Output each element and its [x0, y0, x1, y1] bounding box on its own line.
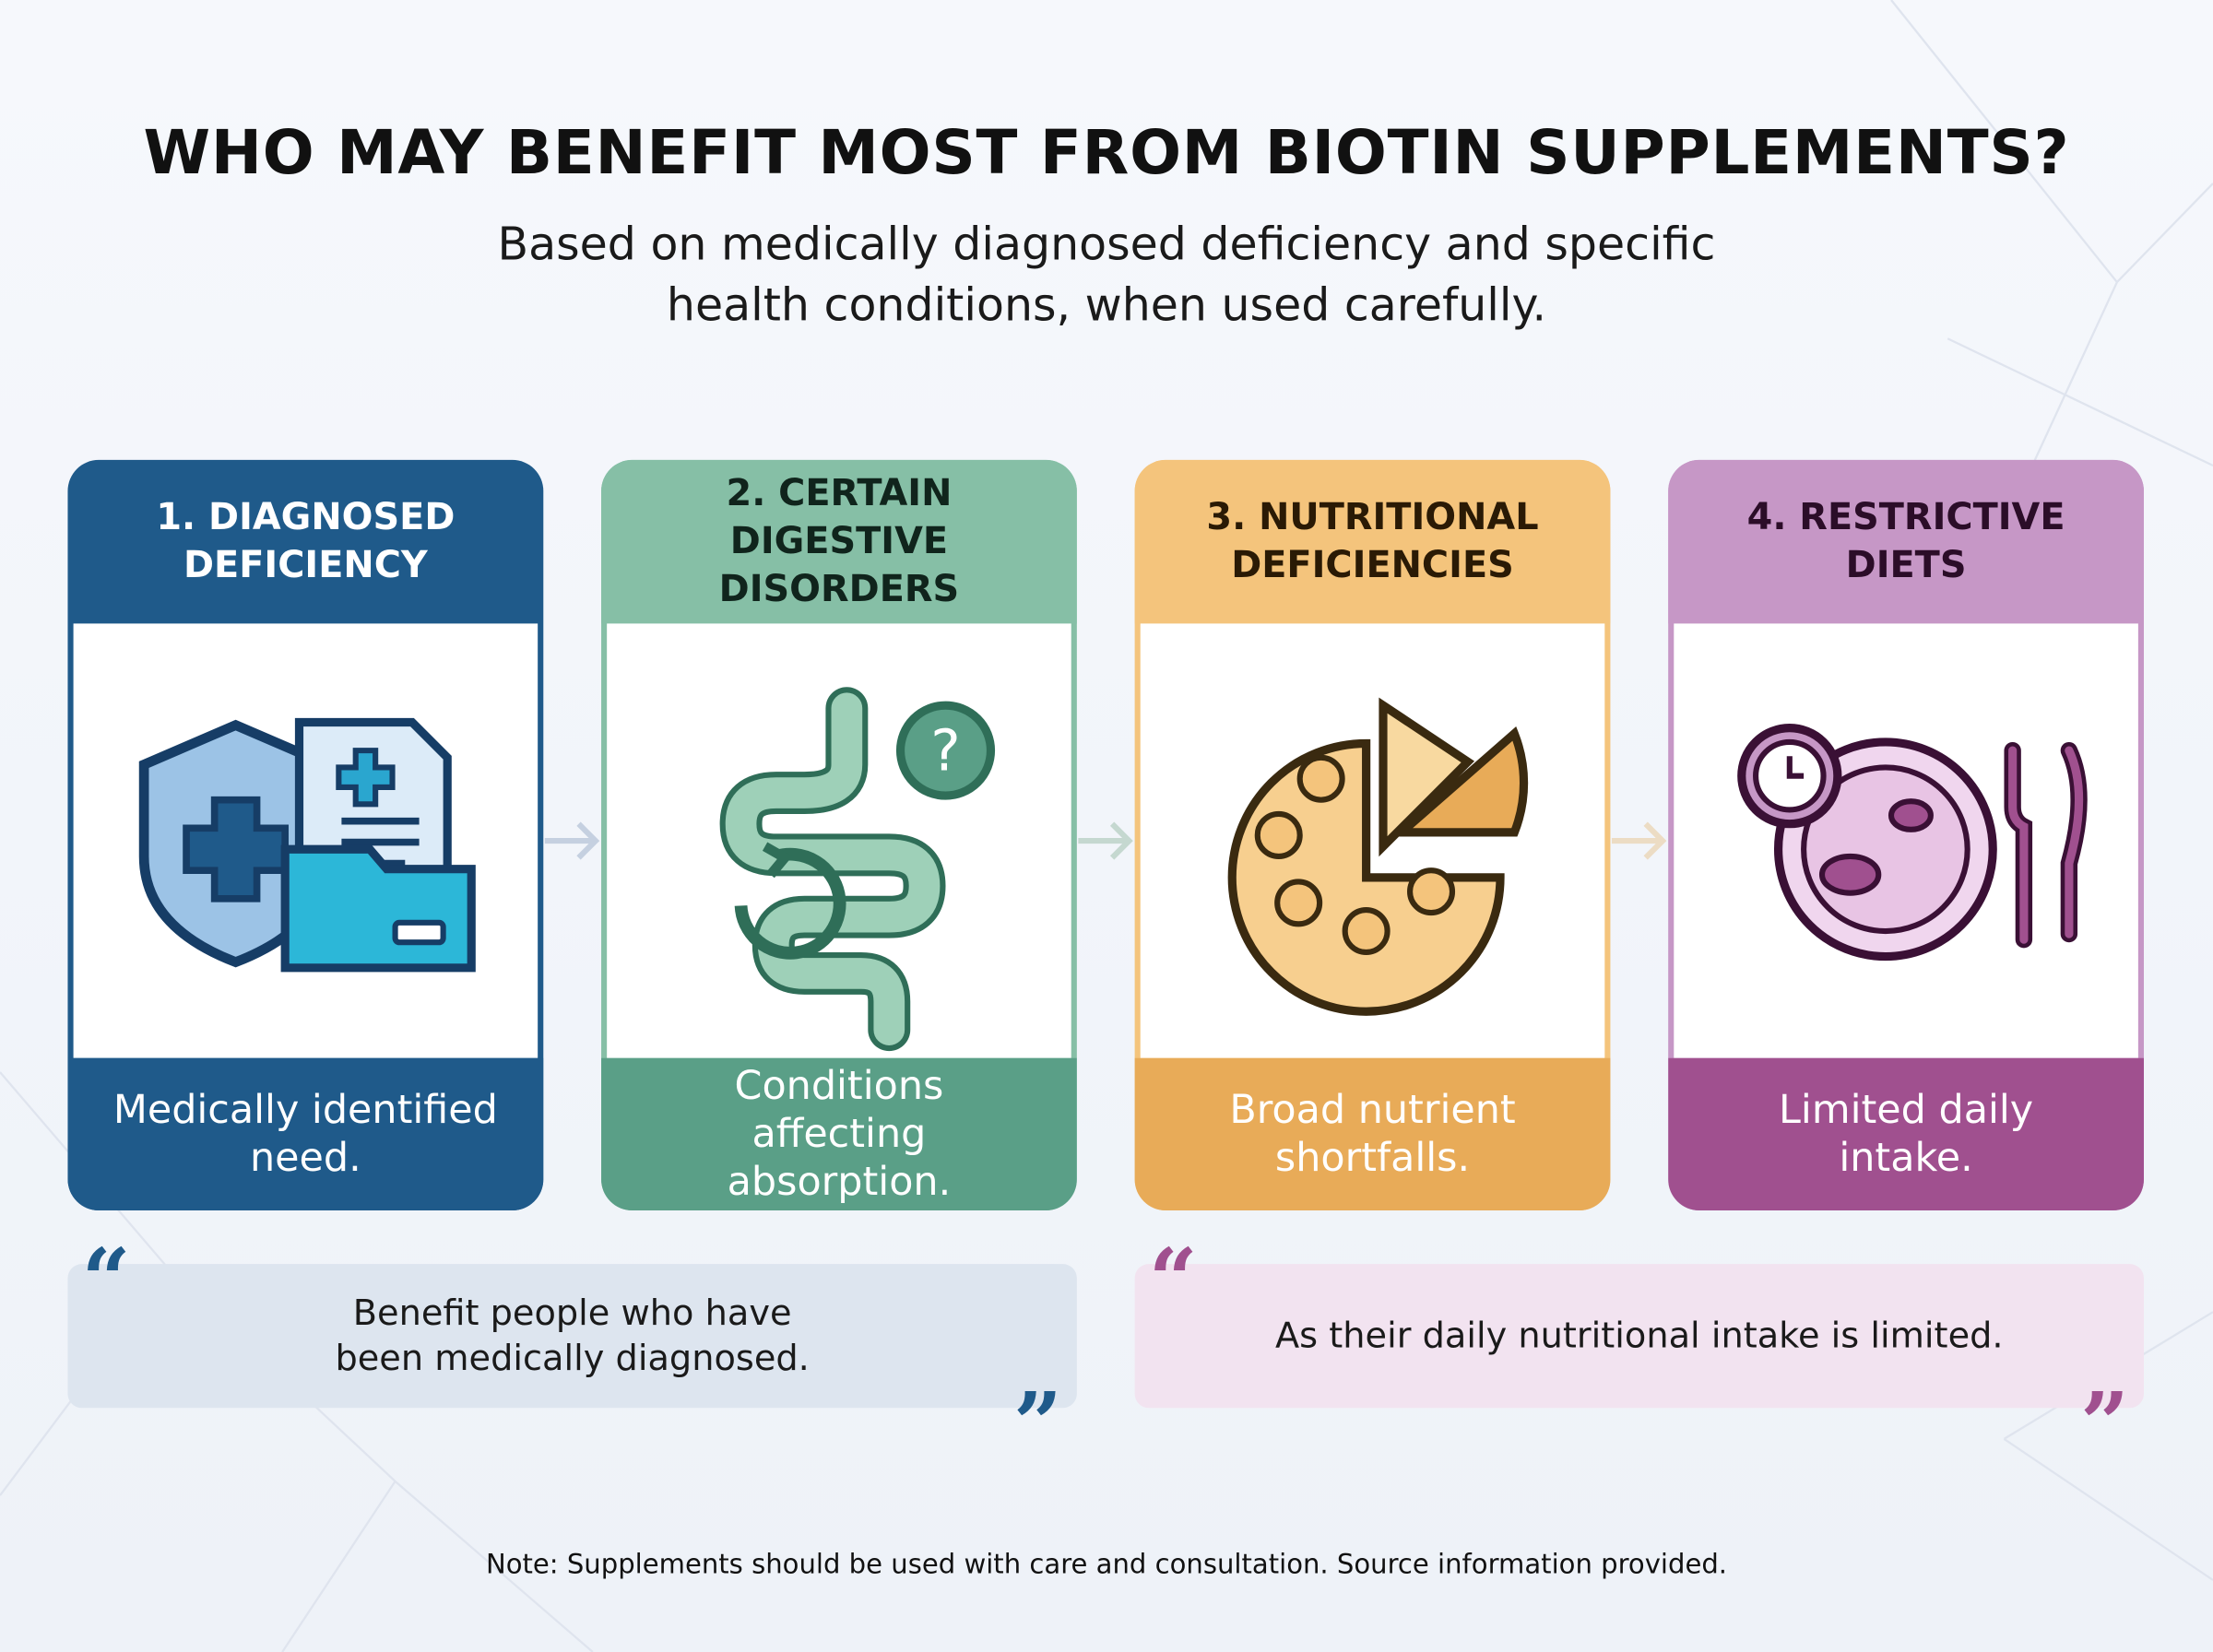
card-image — [1140, 623, 1605, 1058]
icon-intestine: ? — [719, 687, 996, 1052]
card-image — [1674, 623, 2138, 1058]
quote-box: As their daily nutritional intake is lim… — [1134, 1264, 2144, 1409]
svg-text:?: ? — [930, 719, 960, 785]
arrow — [1611, 821, 1667, 860]
quote-mark: “ — [81, 1231, 131, 1331]
card-image: ? — [607, 623, 1071, 1058]
card: 4. RESTRICTIVE DIETS Limited daily intak… — [1668, 459, 2144, 1211]
icon-plate-clock — [1737, 724, 2088, 962]
quote-text: As their daily nutritional intake is lim… — [1275, 1315, 2004, 1356]
quote-text: Benefit people who have been medically d… — [335, 1292, 810, 1379]
card-image — [73, 623, 538, 1058]
quote-mark: ” — [1012, 1375, 1062, 1475]
title: WHO MAY BENEFIT MOST FROM BIOTIN SUPPLEM… — [143, 118, 2070, 190]
card-caption: Medically identified need. — [67, 1057, 544, 1211]
card-caption: Conditions affecting absorption. — [601, 1057, 1077, 1211]
card-title: 4. RESTRICTIVE DIETS — [1668, 459, 2144, 624]
arrow — [544, 821, 600, 860]
card: 1. DIAGNOSED DEFICIENCY Medically identi… — [67, 459, 544, 1211]
card-title: 2. CERTAIN DIGESTIVE DISORDERS — [601, 459, 1077, 624]
card-title: 3. NUTRITIONAL DEFICIENCIES — [1134, 459, 1611, 624]
arrow — [1078, 821, 1133, 860]
icon-pie-vitamins — [1227, 697, 1529, 1016]
quote-box: Benefit people who have been medically d… — [67, 1264, 1077, 1409]
card-title: 1. DIAGNOSED DEFICIENCY — [156, 496, 456, 587]
quote-mark: “ — [1148, 1231, 1198, 1331]
quote-mark: ” — [2080, 1375, 2129, 1475]
card: 3. NUTRITIONAL DEFICIENCIES Broad nutrie… — [1134, 459, 1611, 1211]
card-caption: Limited daily intake. — [1668, 1057, 2144, 1211]
icon-shield-records — [138, 717, 476, 973]
note: Note: Supplements should be used with ca… — [485, 1549, 1728, 1580]
card-caption: Broad nutrient shortfalls. — [1134, 1057, 1611, 1211]
subtitle: Based on medically diagnosed deficiency … — [497, 217, 1716, 332]
card: 2. CERTAIN DIGESTIVE DISORDERS ? Conditi… — [601, 459, 1077, 1211]
